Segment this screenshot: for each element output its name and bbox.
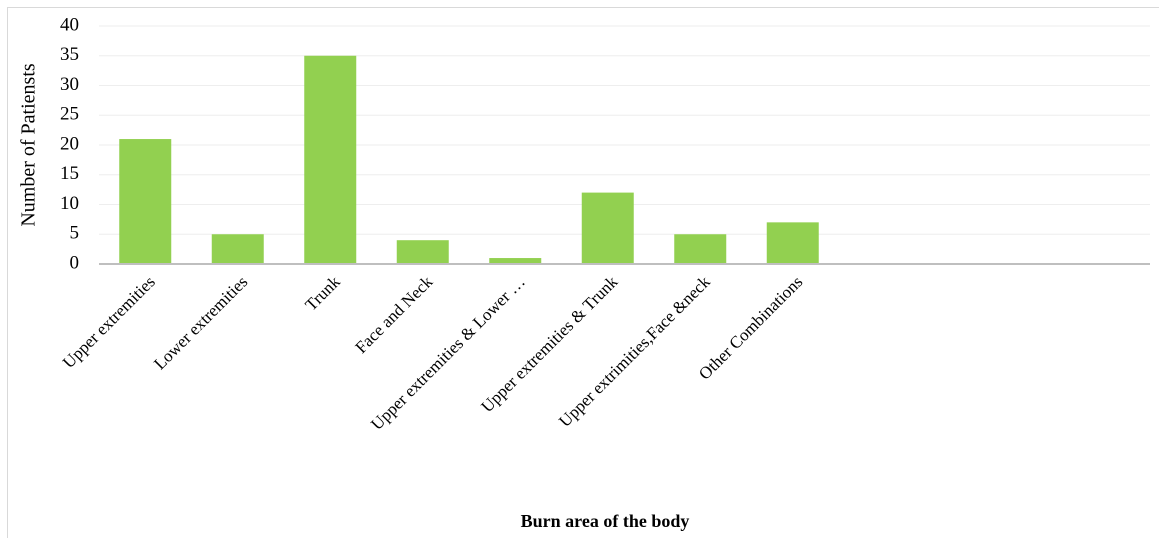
x-axis-title: Burn area of the body — [521, 511, 690, 531]
x-tick-label: Face and Neck — [351, 272, 436, 357]
y-tick-label: 15 — [60, 163, 79, 184]
x-tick-label: Other Combinations — [695, 272, 806, 383]
y-tick-label: 0 — [70, 252, 80, 273]
y-tick-label: 35 — [60, 44, 79, 65]
x-tick-label: Trunk — [301, 272, 344, 315]
y-tick-label: 25 — [60, 104, 79, 125]
bar — [581, 192, 634, 264]
bar — [766, 222, 819, 264]
bar — [396, 240, 449, 264]
bar — [674, 234, 727, 264]
y-tick-label: 30 — [60, 74, 79, 95]
y-tick-label: 5 — [70, 223, 80, 244]
bar — [304, 55, 357, 264]
bar — [211, 234, 264, 264]
x-tick-label: Upper extrimities,Face &neck — [555, 272, 714, 431]
bar — [489, 258, 542, 264]
chart-frame — [7, 7, 1159, 538]
bar — [119, 139, 172, 264]
x-tick-label: Upper extremities & Lower … — [367, 272, 529, 434]
y-tick-label: 40 — [60, 14, 79, 35]
y-tick-label: 10 — [60, 193, 79, 214]
x-tick-label: Upper extremities — [59, 272, 159, 372]
x-tick-label: Lower extremities — [150, 272, 251, 373]
y-tick-label: 20 — [60, 133, 79, 154]
y-axis-title: Number of Patiensts — [18, 63, 40, 227]
